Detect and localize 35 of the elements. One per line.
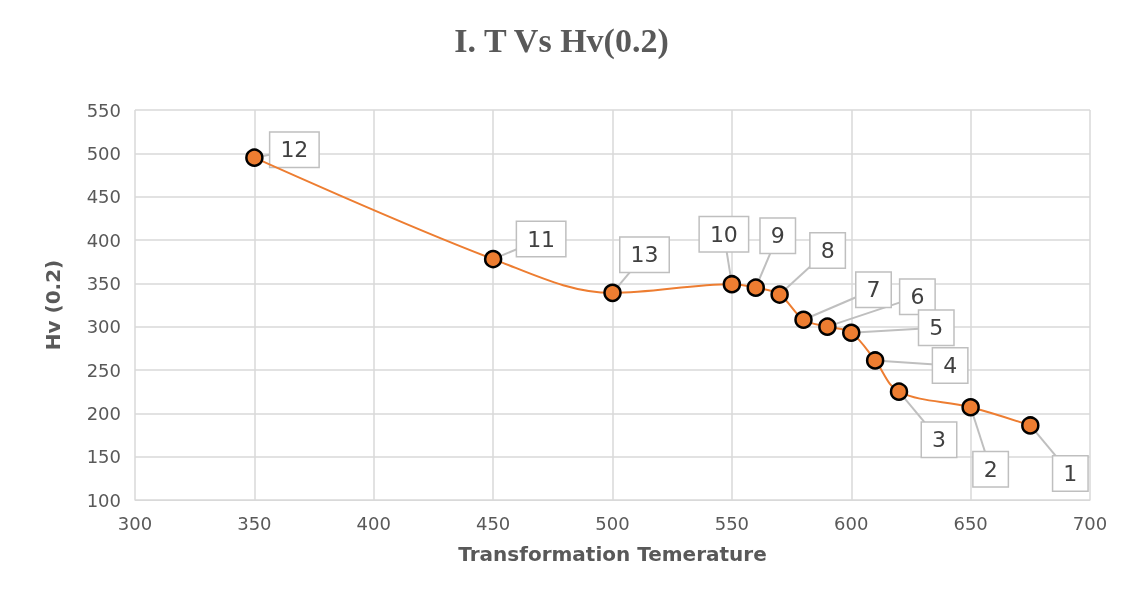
- annotation: 2: [983, 456, 998, 482]
- annotation: 10: [709, 221, 738, 247]
- y-tick-label: 550: [86, 99, 121, 121]
- annotation: 1: [1063, 460, 1078, 486]
- x-tick-label: 400: [356, 512, 391, 534]
- y-tick-label: 400: [86, 229, 121, 251]
- y-tick-label: 350: [86, 272, 121, 294]
- x-tick-label: 700: [1072, 512, 1108, 534]
- annotation: 12: [280, 137, 309, 163]
- annotation: 6: [910, 284, 925, 310]
- y-tick-label: 250: [86, 359, 121, 381]
- y-tick-label: 200: [86, 402, 121, 424]
- y-tick-label: 150: [86, 446, 121, 468]
- x-tick-label: 300: [117, 512, 153, 534]
- x-tick-label: 650: [953, 512, 988, 534]
- annotation: 11: [527, 226, 556, 252]
- y-tick-label: 300: [86, 316, 121, 338]
- annotation: 8: [820, 238, 835, 264]
- annotation: 9: [770, 223, 785, 249]
- annotation: 5: [929, 315, 944, 341]
- x-tick-label: 350: [237, 512, 272, 534]
- y-axis-title: Hv (0.2): [41, 259, 65, 351]
- annotation: 13: [630, 242, 659, 268]
- x-tick-label: 550: [714, 512, 750, 534]
- chart-title: I. T Vs Hv(0.2): [454, 21, 669, 60]
- x-tick-label: 500: [595, 512, 630, 534]
- annotation: 7: [866, 277, 881, 303]
- x-tick-label: 450: [475, 512, 511, 534]
- annotation: 3: [932, 427, 946, 453]
- x-tick-label: 600: [834, 512, 869, 534]
- y-tick-label: 450: [86, 186, 121, 208]
- annotation: 4: [943, 352, 958, 378]
- y-tick-label: 100: [86, 489, 121, 511]
- y-tick-label: 500: [86, 142, 121, 164]
- x-axis-title: Transformation Temerature: [458, 542, 767, 566]
